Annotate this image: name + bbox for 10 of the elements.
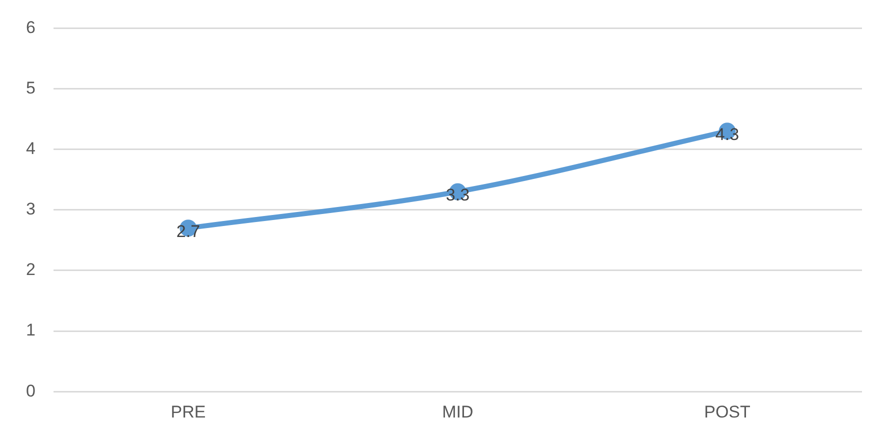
y-tick-label: 4 (26, 139, 36, 158)
y-tick-label: 6 (26, 18, 36, 37)
y-tick-label: 2 (26, 260, 36, 280)
x-tick-label: PRE (170, 402, 206, 422)
y-tick-label: 1 (26, 320, 36, 340)
x-tick-label: POST (704, 402, 750, 422)
x-tick-label: MID (442, 402, 474, 422)
y-tick-label: 3 (26, 200, 36, 219)
y-tick-label: 5 (26, 78, 36, 98)
y-tick-label: 0 (26, 381, 36, 400)
